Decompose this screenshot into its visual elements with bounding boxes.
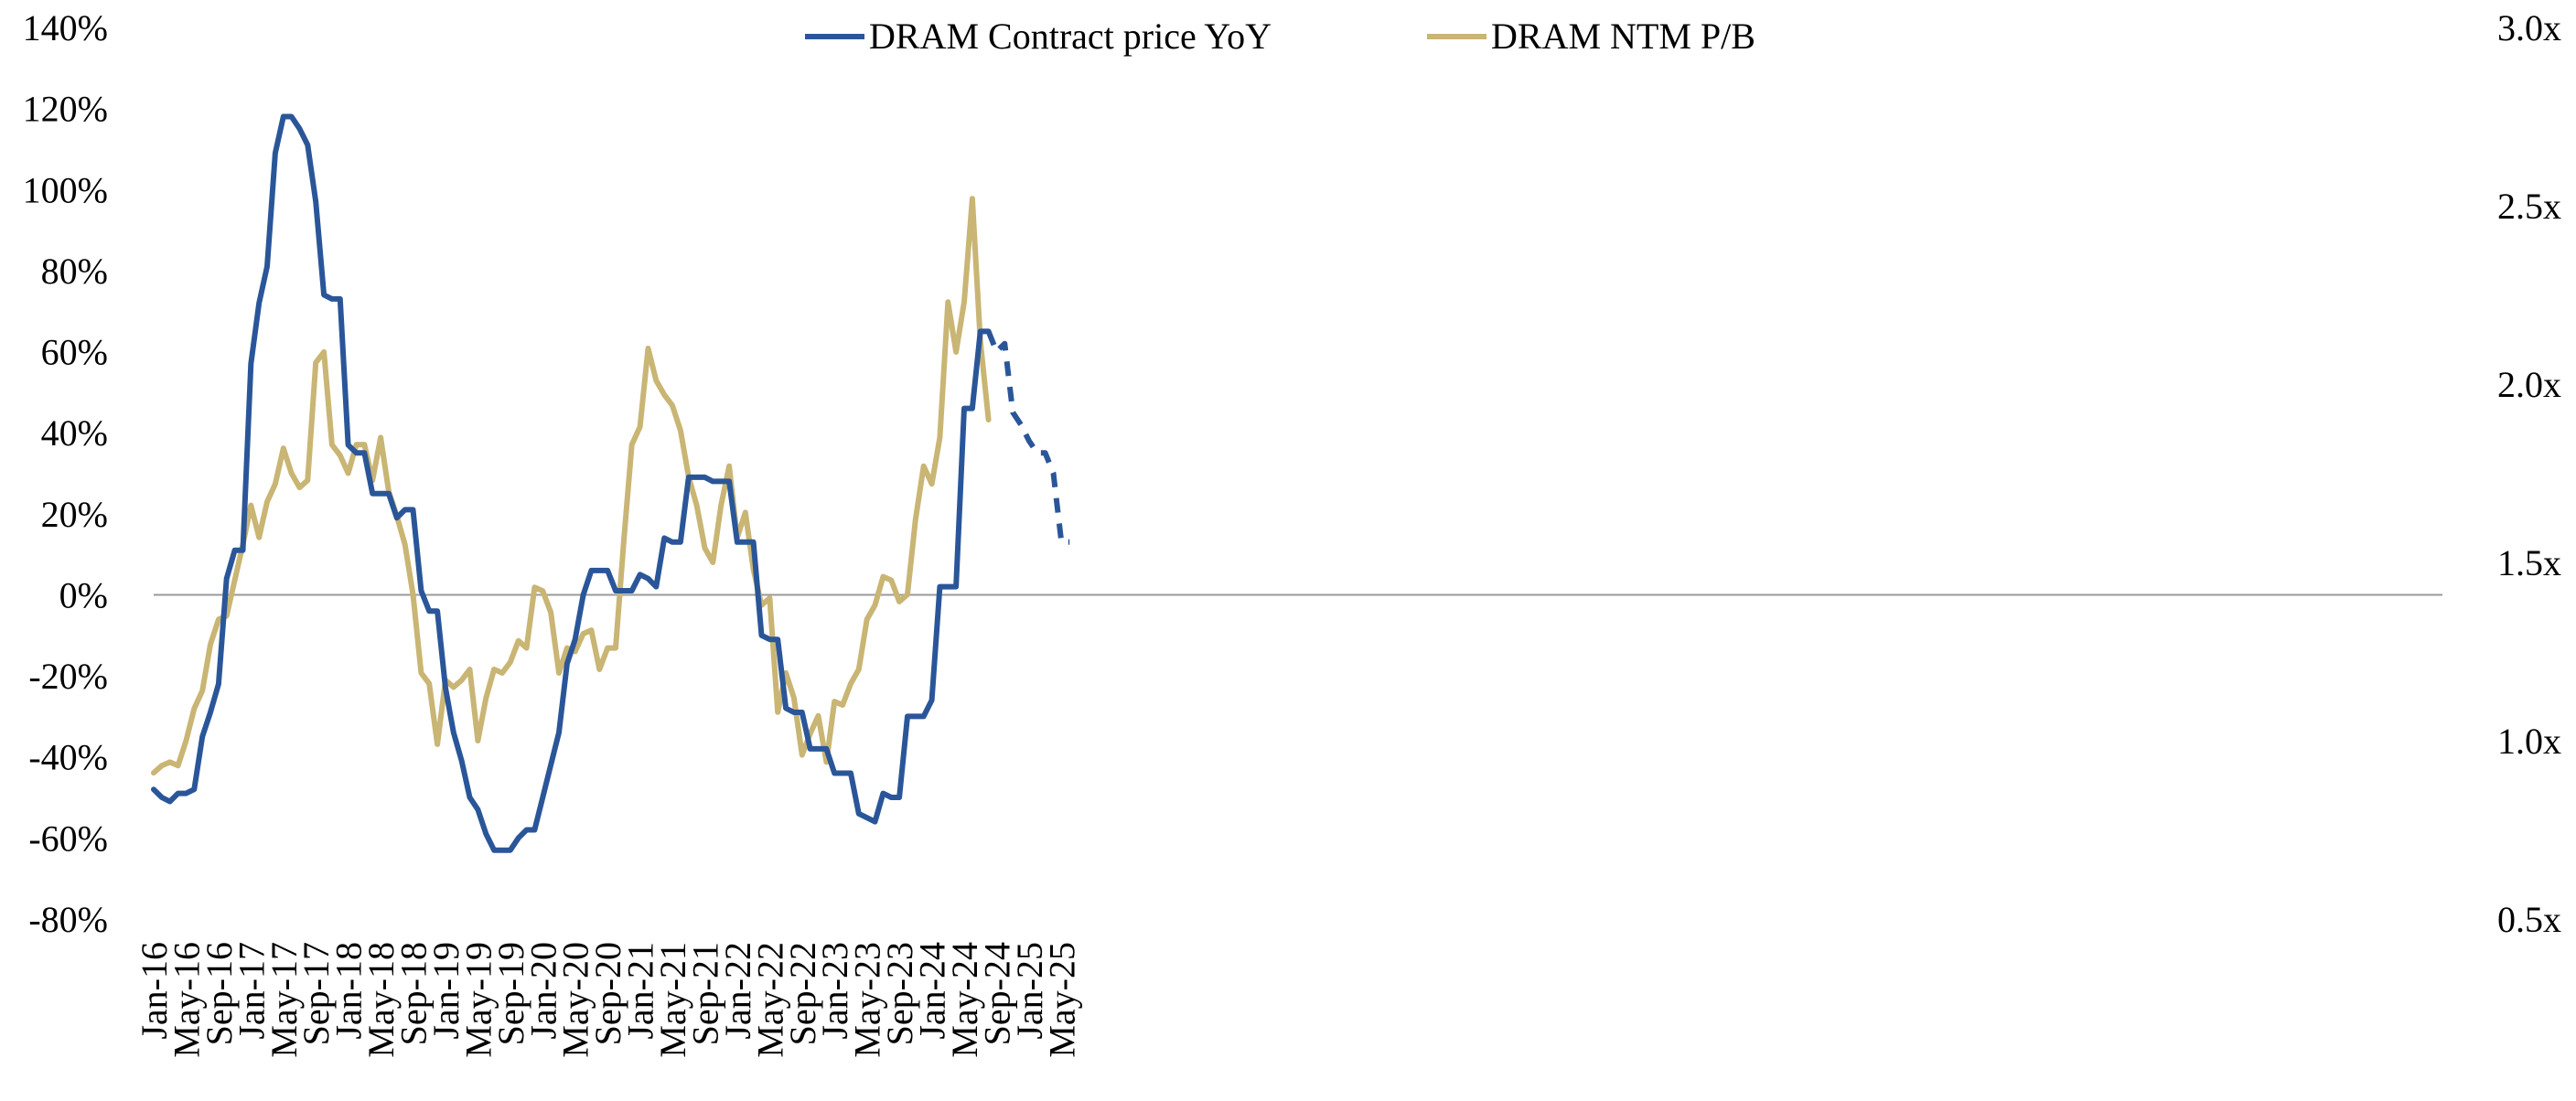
left-axis-tick-label: -20% (28, 656, 108, 697)
x-axis-tick-label: Sep-20 (587, 942, 628, 1045)
right-axis-tick-label: 1.0x (2497, 721, 2561, 762)
left-axis-tick-label: 40% (41, 412, 108, 454)
x-axis-tick-label: Jan-25 (1009, 942, 1050, 1040)
x-axis-tick-label: May-24 (944, 942, 985, 1058)
x-axis-tick-label: Sep-22 (782, 942, 823, 1045)
series-line-dram-ntm-p-b (151, 196, 992, 776)
left-axis-tick-label: -40% (28, 737, 108, 778)
x-axis-tick-label: Jan-22 (717, 942, 758, 1040)
right-axis-tick-label: 2.0x (2497, 364, 2561, 405)
x-axis-tick-label: Sep-17 (295, 942, 337, 1045)
left-axis-tick-label: 20% (41, 494, 108, 535)
x-axis-tick-label: May-17 (263, 942, 305, 1058)
x-axis-tick-label: May-16 (166, 942, 207, 1058)
x-axis-tick-label: Jan-19 (425, 942, 467, 1040)
x-axis-tick-label: May-23 (847, 942, 888, 1058)
x-axis-tick-label: Jan-17 (231, 942, 272, 1040)
right-axis-tick-label: 2.5x (2497, 186, 2561, 227)
x-axis-tick-label: Sep-19 (490, 942, 531, 1045)
right-axis-tick-label: 1.5x (2497, 542, 2561, 583)
x-axis-tick-label: May-18 (360, 942, 402, 1058)
x-axis-tick-label: May-19 (457, 942, 499, 1058)
x-axis-tick-label: Jan-24 (912, 942, 953, 1040)
x-axis-tick-label: Sep-16 (199, 942, 240, 1045)
left-axis-tick-label: 100% (23, 169, 108, 210)
x-axis-tick-label: May-21 (652, 942, 693, 1058)
right-axis-tick-labels: 0.5x 1.0x 1.5x 2.0x 2.5x 3.0x (2497, 7, 2561, 940)
x-axis-tick-label: May-20 (555, 942, 596, 1058)
right-axis-tick-label: 3.0x (2497, 7, 2561, 48)
x-axis-tick-label: Jan-16 (134, 942, 175, 1040)
left-axis-tick-labels: -80% -60% -40% -20% 0% 20% 40% 60% 80% 100% 120% 14… (23, 7, 108, 940)
right-axis-tick-label: 0.5x (2497, 899, 2561, 940)
x-axis-tick-label: Sep-18 (393, 942, 435, 1045)
left-axis-tick-label: -80% (28, 899, 108, 940)
x-axis-tick-label: Jan-20 (522, 942, 564, 1040)
left-axis-tick-label: 140% (23, 7, 108, 48)
x-axis-tick-label: Sep-21 (684, 942, 725, 1045)
left-axis-tick-label: -60% (28, 818, 108, 859)
x-axis-tick-label: Jan-23 (814, 942, 855, 1040)
left-axis-tick-label: 0% (59, 574, 108, 615)
x-axis-tick-label: May-22 (749, 942, 790, 1058)
left-axis-tick-label: 80% (41, 251, 108, 292)
x-axis-tick-label: Jan-21 (620, 942, 661, 1040)
series-line-dram-contract-price-yoy-forecast (985, 330, 1070, 545)
x-axis-tick-label: May-25 (1041, 942, 1082, 1058)
left-axis-tick-label: 60% (41, 332, 108, 373)
legend: DRAM Contract price YoY DRAM NTM P/B (805, 16, 1755, 57)
legend-label-dram-contract-price-yoy: DRAM Contract price YoY (869, 16, 1272, 57)
series-line-dram-contract-price-yoy (151, 113, 992, 853)
x-axis-tick-label: Sep-24 (976, 942, 1017, 1045)
series-layer (151, 113, 1070, 853)
x-axis-tick-labels: Jan-16May-16Sep-16Jan-17May-17Sep-17Jan-… (134, 942, 1082, 1058)
x-axis-tick-label: Jan-18 (328, 942, 370, 1040)
legend-label-dram-ntm-pb: DRAM NTM P/B (1491, 16, 1755, 57)
left-axis-tick-label: 120% (23, 89, 108, 130)
x-axis-tick-label: Sep-23 (879, 942, 920, 1045)
